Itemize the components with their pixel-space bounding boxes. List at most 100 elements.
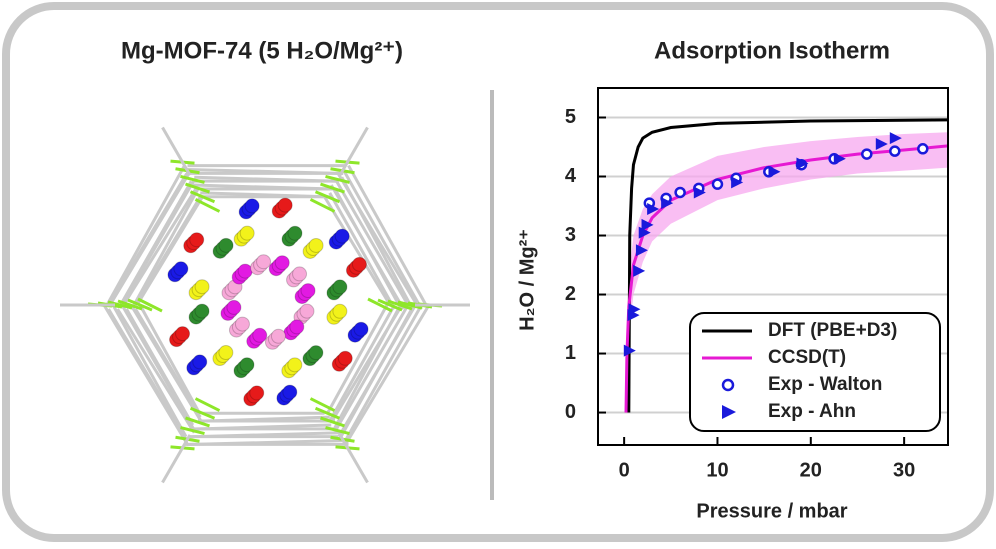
water-atom bbox=[274, 255, 290, 271]
y-tick-label: 1 bbox=[565, 342, 576, 364]
water-atom bbox=[300, 283, 316, 299]
framework-bond bbox=[323, 195, 392, 306]
water-atom bbox=[308, 345, 324, 361]
framework-bond bbox=[111, 304, 188, 438]
marker-triangle bbox=[641, 218, 654, 231]
water-atom bbox=[353, 321, 369, 337]
water-atom bbox=[175, 326, 191, 342]
marker-triangle bbox=[628, 303, 641, 316]
framework-bond bbox=[122, 188, 198, 306]
marker-triangle bbox=[661, 197, 674, 210]
y-tick-label: 0 bbox=[565, 401, 576, 423]
marker-triangle bbox=[889, 132, 902, 145]
water-atom bbox=[249, 385, 265, 401]
legend-label: DFT (PBE+D3) bbox=[768, 320, 897, 341]
framework-bond bbox=[192, 183, 335, 191]
y-tick-label: 3 bbox=[565, 224, 576, 246]
framework-bond bbox=[339, 304, 416, 438]
marker-circle bbox=[889, 145, 901, 157]
water-atom bbox=[226, 299, 242, 315]
mg-bond bbox=[194, 397, 221, 412]
framework-bond bbox=[129, 304, 203, 422]
mg-bond bbox=[137, 297, 163, 313]
legend-label: CCSD(T) bbox=[768, 347, 846, 368]
water-atom bbox=[239, 225, 255, 241]
legend-label: Exp - Walton bbox=[768, 374, 882, 395]
water-atom bbox=[252, 327, 268, 343]
framework-bond bbox=[138, 304, 201, 414]
framework-bond bbox=[336, 172, 419, 306]
framework-bond bbox=[132, 188, 200, 306]
water-atom bbox=[218, 345, 234, 361]
marker-triangle bbox=[633, 264, 646, 277]
legend-swatch bbox=[722, 405, 736, 419]
marker-circle bbox=[917, 143, 929, 155]
water-atom bbox=[277, 197, 293, 213]
mg-bond bbox=[320, 182, 345, 194]
marker-triangle bbox=[833, 152, 846, 165]
series-line bbox=[627, 118, 948, 413]
left-title: Mg-MOF-74 (5 H₂O/Mg²⁺) bbox=[121, 37, 403, 64]
linker bbox=[338, 434, 369, 484]
mg-bond bbox=[314, 190, 341, 204]
water-atom bbox=[194, 279, 210, 295]
water-atom bbox=[282, 384, 298, 400]
water-atom bbox=[237, 263, 253, 279]
framework-bond bbox=[344, 304, 431, 446]
marker-triangle bbox=[647, 202, 660, 215]
water-atom bbox=[239, 357, 255, 373]
mg-bond bbox=[127, 298, 153, 312]
water-atom bbox=[270, 328, 286, 344]
legend-box bbox=[689, 312, 941, 432]
x-tick-label: 20 bbox=[800, 459, 822, 481]
framework-bond bbox=[328, 304, 396, 422]
framework-bond bbox=[120, 304, 195, 430]
y-tick-label: 4 bbox=[565, 165, 577, 187]
framework-bond bbox=[105, 164, 186, 306]
legend-swatch bbox=[721, 378, 735, 392]
marker-circle bbox=[861, 148, 873, 160]
x-tick-label: 30 bbox=[893, 459, 915, 481]
y-axis-label: H₂O / Mg²⁺ bbox=[516, 229, 538, 331]
mg-bond bbox=[180, 426, 205, 436]
water-atom bbox=[308, 237, 324, 253]
mg-bond bbox=[325, 174, 350, 184]
water-atom bbox=[287, 357, 303, 373]
framework-bond bbox=[335, 304, 410, 430]
framework-bond bbox=[347, 164, 428, 306]
framework-bond bbox=[107, 172, 189, 306]
mg-bond bbox=[107, 300, 133, 310]
x-tick-label: 0 bbox=[619, 459, 630, 481]
x-axis-label: Pressure / mbar bbox=[696, 500, 847, 522]
water-atom bbox=[334, 228, 350, 244]
chart-title: Adsorption Isotherm bbox=[654, 37, 890, 64]
mg-bond bbox=[189, 190, 216, 204]
marker-circle bbox=[674, 186, 686, 199]
mg-bond bbox=[325, 426, 350, 436]
water-atom bbox=[287, 225, 303, 241]
y-tick-label: 2 bbox=[565, 283, 576, 305]
water-atom bbox=[218, 237, 234, 253]
framework-bond bbox=[329, 184, 405, 310]
water-atom bbox=[244, 198, 260, 214]
mg-bond bbox=[194, 198, 221, 213]
marker-triangle bbox=[731, 176, 744, 189]
mg-bond bbox=[397, 300, 423, 310]
framework-bond bbox=[134, 196, 202, 306]
framework-bond bbox=[116, 308, 196, 434]
mg-bond bbox=[185, 416, 210, 428]
water-atom bbox=[292, 266, 308, 282]
framework-bond bbox=[335, 180, 410, 306]
mg-bond bbox=[309, 198, 336, 213]
framework-bond bbox=[186, 167, 344, 175]
mg-bond bbox=[180, 174, 205, 184]
marker-triangle bbox=[875, 138, 888, 151]
mg-bond bbox=[314, 406, 341, 420]
linker bbox=[161, 434, 192, 484]
water-atom bbox=[192, 354, 208, 370]
framework-bond bbox=[194, 175, 339, 183]
linker bbox=[338, 126, 369, 176]
water-atom bbox=[256, 254, 272, 270]
water-atom bbox=[173, 261, 189, 277]
